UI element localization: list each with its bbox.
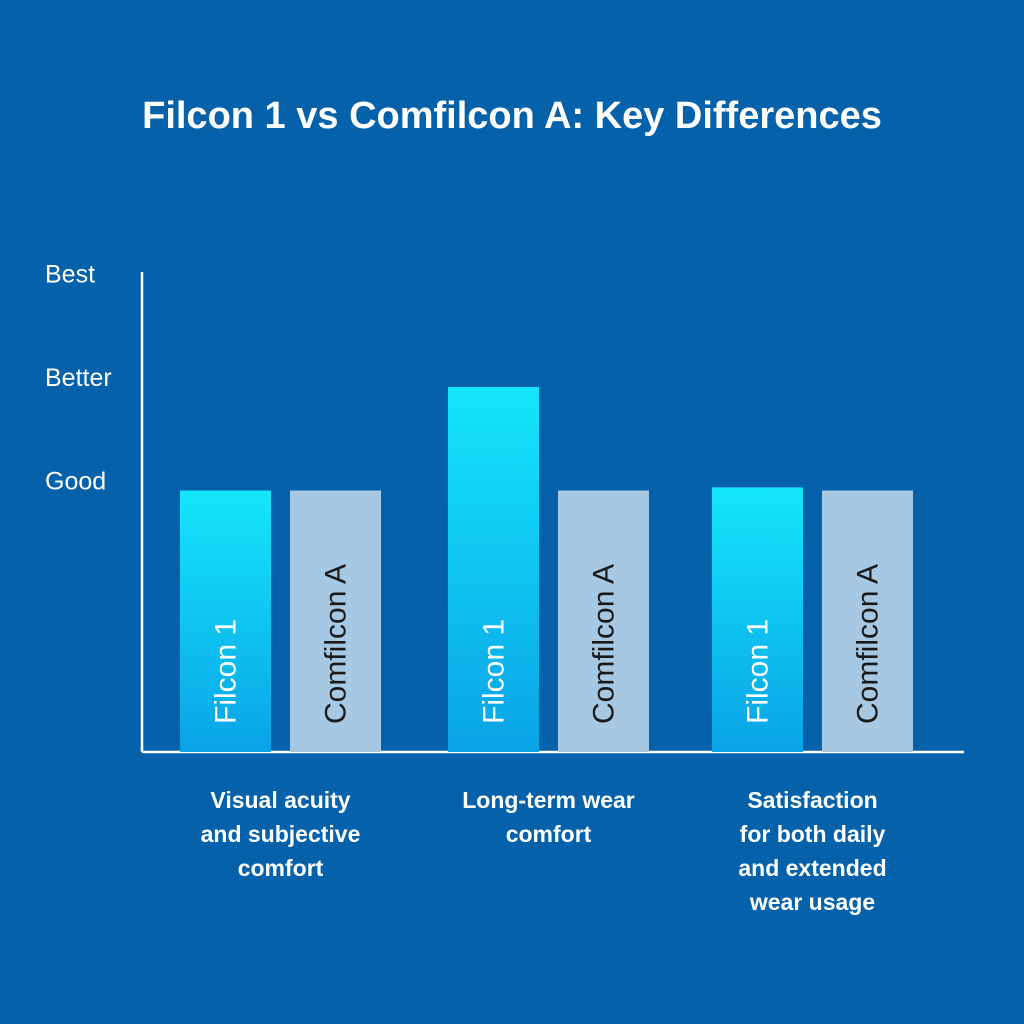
bar-label: Comfilcon A: [588, 564, 621, 724]
category-labels: Visual acuity and subjective comfort Long-t…: [201, 787, 887, 915]
bar: [290, 490, 381, 752]
bar: [712, 487, 803, 752]
bar-label: Filcon 1: [742, 619, 775, 724]
bar-label: Comfilcon A: [320, 564, 353, 724]
y-tick-label: Good: [45, 468, 106, 496]
category-label: Long-term wear comfort: [462, 787, 635, 847]
bar: [180, 490, 271, 752]
bar-label: Filcon 1: [210, 619, 243, 724]
bar: [558, 490, 649, 752]
y-tick-label: Better: [45, 364, 112, 392]
bar-label: Comfilcon A: [852, 564, 885, 724]
bar-label: Filcon 1: [478, 619, 511, 724]
category-label: Satisfaction for both daily and extended we…: [738, 787, 886, 915]
y-tick-label: Best: [45, 261, 95, 289]
y-axis-labels: Good Better Best: [45, 261, 112, 496]
bar: [448, 387, 539, 752]
category-label: Visual acuity and subjective comfort: [201, 787, 361, 881]
bar: [822, 490, 913, 752]
chart-title: Filcon 1 vs Comfilcon A: Key Differences: [142, 95, 882, 137]
bars: Filcon 1 Comfilcon A Filcon 1 Comfilcon A Fi…: [180, 387, 913, 752]
